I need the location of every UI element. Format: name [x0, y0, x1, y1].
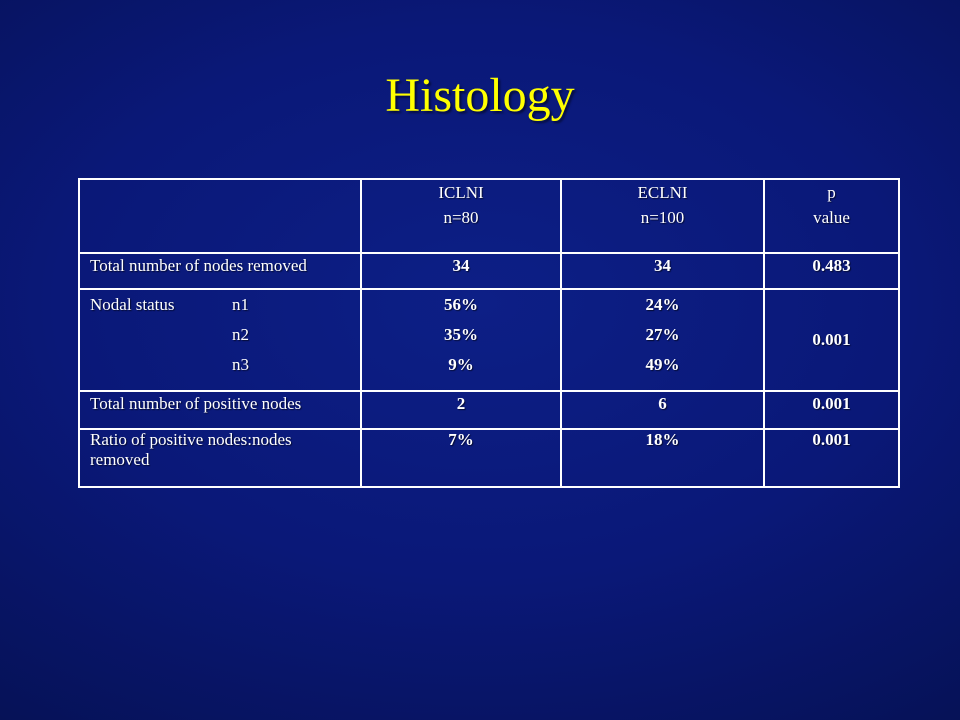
cell-eclni-n2: 27% [645, 325, 680, 344]
header-eclni-label: ECLNI [637, 183, 688, 202]
header-empty-cell [78, 178, 362, 254]
header-iclni-n: n=80 [443, 208, 479, 227]
table-header-row: ICLNI n=80 ECLNI n=100 p value [78, 178, 900, 254]
cell-iclni-n1: 56% [444, 295, 478, 314]
header-value-label: value [813, 208, 850, 227]
row-label-positive-nodes: Total number of positive nodes [78, 390, 362, 430]
level-n1: n1 [232, 295, 249, 314]
header-p-value: p value [763, 178, 900, 254]
cell-positive-nodes-eclni: 6 [560, 390, 765, 430]
cell-nodes-removed-eclni: 34 [560, 252, 765, 290]
cell-iclni-n2: 35% [444, 325, 478, 344]
cell-ratio-p: 0.001 [763, 428, 900, 488]
slide-title: Histology [385, 69, 575, 122]
table-row-nodal-status: Nodal status n1 n2 n3 56% 35% 9% 24% 27%… [78, 288, 900, 392]
row-label-nodal-status: Nodal status [90, 295, 175, 314]
header-iclni-label: ICLNI [438, 183, 484, 202]
cell-eclni-n3: 49% [645, 355, 680, 374]
table-row-ratio: Ratio of positive nodes:nodes removed 7%… [78, 428, 900, 488]
level-n3: n3 [232, 355, 249, 374]
table-row-nodes-removed: Total number of nodes removed 34 34 0.48… [78, 252, 900, 290]
cell-ratio-iclni: 7% [360, 428, 562, 488]
header-eclni-n: n=100 [640, 208, 685, 227]
histology-table: ICLNI n=80 ECLNI n=100 p value Total num… [78, 178, 900, 488]
cell-eclni-n1: 24% [645, 295, 680, 314]
header-p-label: p [827, 183, 836, 202]
level-n2: n2 [232, 325, 249, 344]
row-label-ratio: Ratio of positive nodes:nodes removed [78, 428, 362, 488]
cell-nodal-status-iclni: 56% 35% 9% [360, 288, 562, 392]
table-row-positive-nodes: Total number of positive nodes 2 6 0.001 [78, 390, 900, 430]
row-label-nodes-removed: Total number of nodes removed [78, 252, 362, 290]
cell-positive-nodes-p: 0.001 [763, 390, 900, 430]
header-eclni: ECLNI n=100 [560, 178, 765, 254]
cell-iclni-n3: 9% [448, 355, 474, 374]
cell-nodes-removed-iclni: 34 [360, 252, 562, 290]
nodal-status-levels: n1 n2 n3 [232, 290, 249, 380]
cell-nodal-status-p: 0.001 [763, 288, 900, 392]
cell-ratio-eclni: 18% [560, 428, 765, 488]
row-label-nodal-status-cell: Nodal status n1 n2 n3 [78, 288, 362, 392]
cell-nodal-status-eclni: 24% 27% 49% [560, 288, 765, 392]
header-iclni: ICLNI n=80 [360, 178, 562, 254]
cell-nodes-removed-p: 0.483 [763, 252, 900, 290]
cell-positive-nodes-iclni: 2 [360, 390, 562, 430]
